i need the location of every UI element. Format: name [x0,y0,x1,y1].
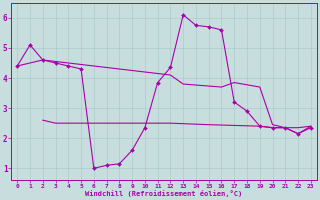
X-axis label: Windchill (Refroidissement éolien,°C): Windchill (Refroidissement éolien,°C) [85,190,243,197]
